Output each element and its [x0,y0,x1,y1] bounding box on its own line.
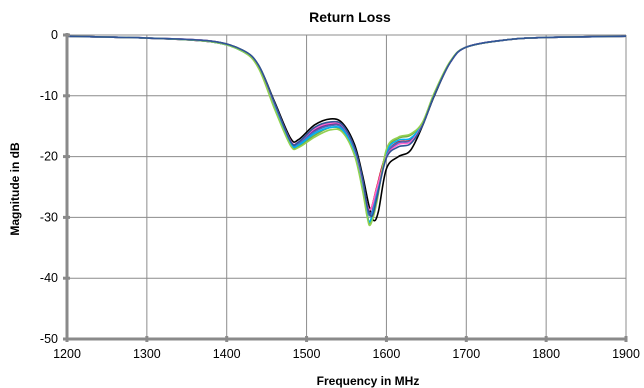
chart-title: Return Loss [309,9,391,25]
x-tick-label: 1700 [452,347,480,361]
y-tick-label: -20 [40,150,58,164]
y-tick-label: -40 [40,271,58,285]
x-tick-labels: 1200 1300 1400 1500 1600 1700 1800 1900 [53,347,640,361]
x-tick-label: 1200 [53,347,81,361]
x-axis-label: Frequency in MHz [317,374,420,388]
series-line-4 [66,35,627,214]
series-line-7 [66,35,627,211]
series-line-1 [66,35,627,222]
x-tick-label: 1900 [612,347,640,361]
y-tick-label: -50 [40,332,58,346]
series-line-5 [66,35,627,217]
y-axis-label: Magnitude in dB [8,142,22,236]
grid-lines [67,34,627,339]
series-layer [66,35,627,227]
x-tick-label: 1600 [373,347,401,361]
series-line-9 [66,35,627,218]
x-tick-label: 1500 [293,347,321,361]
y-tick-label: 0 [51,28,58,42]
y-tick-label: -30 [40,210,58,224]
y-tick-label: -10 [40,89,58,103]
x-tick-label: 1300 [133,347,161,361]
x-tick-label: 1400 [213,347,241,361]
y-tick-labels: 0 -10 -20 -30 -40 -50 [40,28,58,346]
series-line-3 [66,35,627,211]
x-tick-label: 1800 [532,347,560,361]
axes [63,33,628,342]
